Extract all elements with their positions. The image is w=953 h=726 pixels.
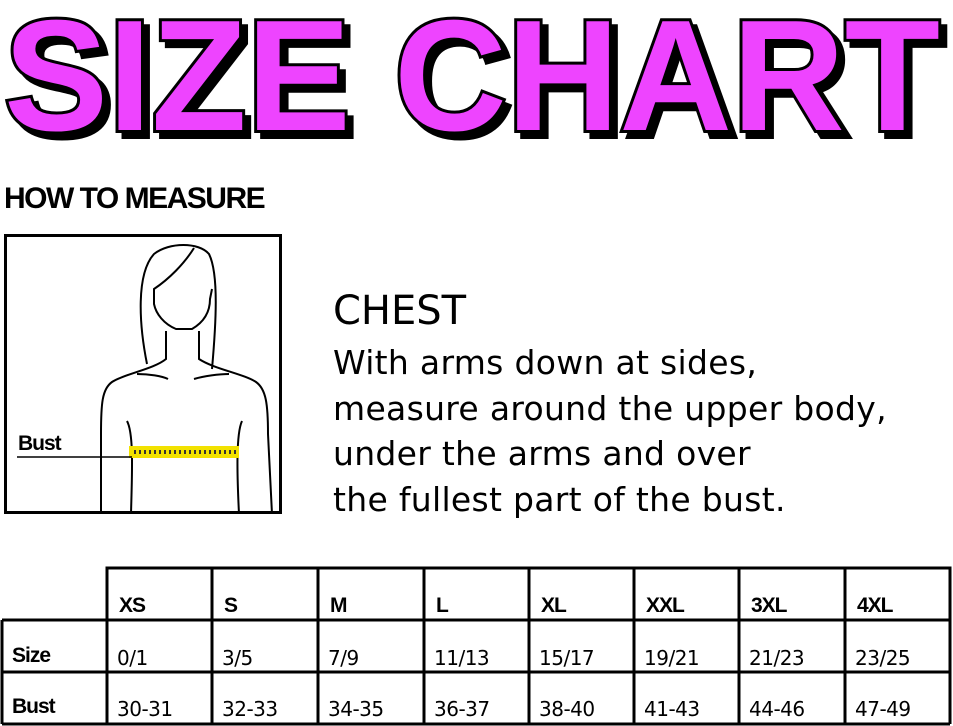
column-header: S: [224, 594, 238, 617]
woman-outline-icon: [100, 244, 273, 514]
description-line: With arms down at sides,: [333, 343, 758, 382]
table-cell: 15/17: [539, 646, 595, 670]
table-cell: 41-43: [644, 697, 700, 721]
table-cell: 34-35: [328, 697, 384, 721]
row-label: Size: [12, 644, 51, 667]
description-line: measure around the upper body,: [333, 388, 887, 428]
table-cell: 44-46: [749, 697, 805, 721]
table-cell: 38-40: [539, 697, 595, 721]
table-cell: 23/25: [855, 646, 911, 670]
table-cell: 11/13: [434, 646, 490, 670]
title-text: SIZE CHART: [4, 0, 940, 164]
bust-label: Bust: [18, 432, 62, 455]
column-header: XL: [541, 594, 567, 617]
column-header: 4XL: [857, 594, 894, 617]
measure-figure: Bust: [4, 234, 282, 514]
row-label: Bust: [12, 695, 56, 718]
table-cell: 0/1: [117, 646, 148, 670]
table-cell: 47-49: [855, 697, 911, 721]
column-header: 3XL: [751, 594, 788, 617]
table-cell: 30-31: [117, 697, 173, 721]
chest-heading: CHEST: [333, 288, 467, 334]
table-cell: 32-33: [222, 697, 278, 721]
table-cell: 21/23: [749, 646, 805, 670]
table-cell: 19/21: [644, 646, 700, 670]
size-chart-title: SIZE CHART: [1, 0, 943, 167]
table-cell: 7/9: [328, 646, 359, 670]
chest-description: With arms down at sides, measure around …: [333, 340, 887, 522]
description-line: under the arms and over: [333, 434, 751, 473]
table-cell: 3/5: [222, 646, 253, 670]
description-line: the fullest part of the bust.: [333, 479, 786, 519]
column-header: L: [436, 594, 449, 617]
column-header: XXL: [646, 594, 685, 617]
column-header: XS: [119, 594, 146, 617]
table-cell: 36-37: [434, 697, 490, 721]
how-to-measure-heading: HOW TO MEASURE: [4, 182, 266, 215]
column-header: M: [330, 594, 347, 617]
